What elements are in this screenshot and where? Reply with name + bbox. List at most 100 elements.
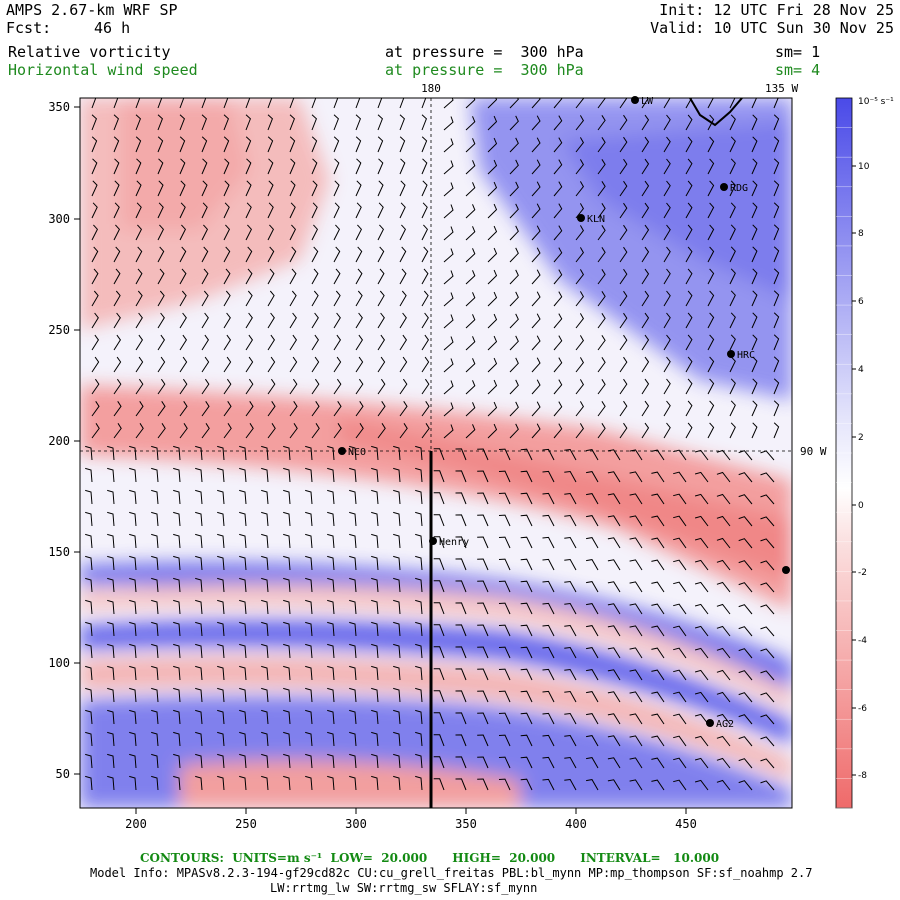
x-tick-label: 450 xyxy=(675,817,697,831)
wind-barb xyxy=(107,577,115,593)
wind-barb xyxy=(129,511,137,527)
wind-barb xyxy=(729,312,736,329)
wind-barb xyxy=(377,312,385,329)
wind-barb xyxy=(267,378,276,395)
wind-barb xyxy=(223,356,232,373)
wind-barb xyxy=(349,511,357,527)
wind-barb xyxy=(586,735,599,747)
wind-barb xyxy=(455,778,467,791)
wind-barb xyxy=(173,621,181,637)
wind-barb xyxy=(195,467,203,483)
wind-barb xyxy=(421,246,429,263)
wind-barb xyxy=(707,422,715,439)
station-edge-marker xyxy=(782,566,790,574)
wind-barb xyxy=(311,401,320,417)
wind-barb xyxy=(477,602,489,615)
wind-barb xyxy=(433,514,445,527)
wind-barb xyxy=(455,756,467,769)
wind-barb xyxy=(135,356,144,373)
wind-barb xyxy=(542,514,555,527)
wind-barb xyxy=(377,114,383,131)
wind-barb xyxy=(157,334,166,351)
wind-barb xyxy=(455,646,467,659)
wind-barb xyxy=(564,514,577,527)
wind-barb xyxy=(760,758,775,769)
wind-barb xyxy=(487,203,498,219)
wind-barb xyxy=(393,731,401,747)
wind-barb xyxy=(305,775,313,791)
station-henry-label: Henry xyxy=(439,537,469,548)
wind-barb xyxy=(349,489,357,505)
wind-barb xyxy=(729,98,736,109)
wind-barb xyxy=(564,756,577,769)
wind-barb xyxy=(239,643,247,659)
wind-barb xyxy=(738,626,753,637)
wind-barb xyxy=(289,312,297,329)
wind-barb xyxy=(531,203,541,219)
wind-barb xyxy=(135,114,141,131)
wind-barb xyxy=(355,202,362,219)
wind-barb xyxy=(651,757,665,769)
wind-barb xyxy=(531,225,541,241)
wind-barb xyxy=(349,445,357,461)
wind-barb xyxy=(685,136,693,153)
wind-barb xyxy=(716,493,731,505)
wind-barb xyxy=(201,268,209,285)
wind-barb xyxy=(629,581,643,593)
wind-barb xyxy=(509,181,519,197)
wind-barb xyxy=(751,334,758,351)
wind-barb xyxy=(738,758,753,769)
wind-barb xyxy=(498,778,511,791)
wind-barb xyxy=(393,665,401,681)
wind-barb xyxy=(673,691,687,703)
wind-barb xyxy=(107,489,115,505)
valid-time: Valid: 10 UTC Sun 30 Nov 25 xyxy=(650,19,894,37)
wind-barb xyxy=(465,138,476,153)
wind-barb xyxy=(91,312,99,329)
wind-barb xyxy=(157,246,165,263)
wind-barb xyxy=(641,334,650,351)
wind-barb xyxy=(377,98,383,109)
wind-barb xyxy=(91,158,98,175)
wind-barb xyxy=(433,712,445,725)
wind-barb xyxy=(607,471,621,483)
wind-barb xyxy=(415,511,423,527)
wind-barb xyxy=(283,533,291,549)
wind-barb xyxy=(455,470,467,483)
wind-barb xyxy=(151,665,159,681)
wind-barb xyxy=(173,643,181,659)
wind-barb xyxy=(443,138,454,153)
wind-barb xyxy=(245,136,252,153)
wind-barb xyxy=(151,753,159,769)
x-tick-label: 250 xyxy=(235,817,257,831)
wind-barb xyxy=(751,246,758,263)
wind-barb xyxy=(443,160,454,175)
wind-barb xyxy=(239,599,247,615)
wind-barb xyxy=(239,555,247,571)
wind-barb xyxy=(553,313,563,329)
wind-barb xyxy=(751,422,758,439)
wind-barb xyxy=(415,709,423,725)
wind-barb xyxy=(455,580,467,593)
wind-barb xyxy=(371,621,379,637)
wind-barb xyxy=(107,555,115,571)
wind-barb xyxy=(607,713,621,725)
wind-barb xyxy=(629,537,643,549)
wind-barb xyxy=(245,158,252,175)
wind-barb xyxy=(173,709,181,725)
colorbar-tick-label: 6 xyxy=(858,297,864,307)
wind-barb xyxy=(355,334,364,351)
wind-barb xyxy=(113,312,121,329)
wind-barb xyxy=(239,621,247,637)
wind-barb xyxy=(773,202,780,219)
wind-barb xyxy=(421,423,430,439)
wind-barb xyxy=(267,334,276,351)
wind-barb xyxy=(498,624,511,637)
wind-barb xyxy=(498,756,511,769)
wind-barb xyxy=(113,98,119,109)
wind-barb xyxy=(217,489,225,505)
wind-barb xyxy=(113,158,120,175)
wind-barb xyxy=(729,114,736,131)
wind-barbs xyxy=(85,98,780,791)
wind-barb xyxy=(553,159,563,175)
